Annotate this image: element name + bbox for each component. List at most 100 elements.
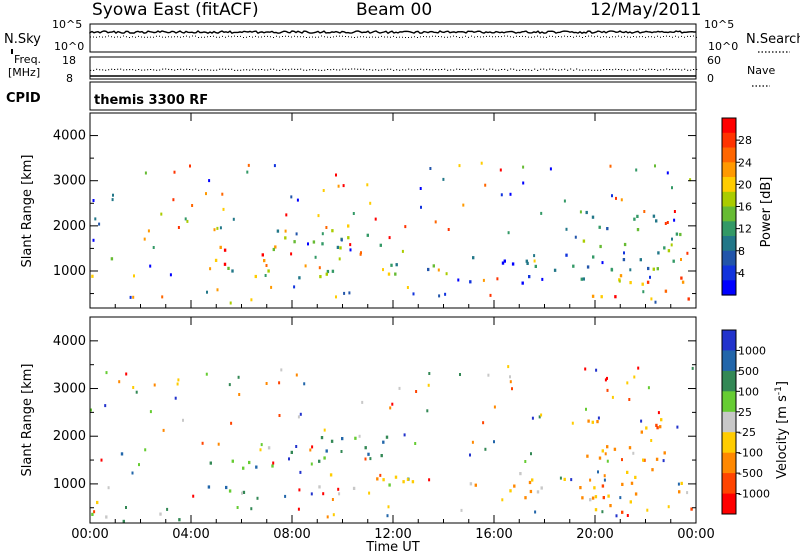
colorbar-tick-label: 20 (738, 178, 752, 191)
echo-cell (318, 459, 321, 463)
echo-cell (629, 500, 632, 504)
echo-cell (284, 494, 287, 498)
echo-cell (296, 198, 299, 202)
echo-cell (387, 505, 390, 509)
colorbar-swatch (722, 280, 736, 296)
echo-cell (651, 468, 654, 472)
echo-cell (630, 481, 634, 485)
echo-cell (272, 247, 275, 252)
velocity-plot-background (90, 317, 696, 523)
echo-cell (347, 224, 350, 228)
echo-cell (284, 236, 287, 240)
echo-cell (231, 459, 234, 463)
echo-cell (531, 416, 534, 420)
echo-cell (338, 257, 341, 261)
echo-cell (652, 267, 655, 271)
echo-cell (499, 168, 502, 172)
y-tick-label: 3000 (53, 174, 86, 189)
echo-cell (312, 240, 316, 244)
echo-cell (585, 407, 587, 411)
echo-cell (428, 478, 431, 482)
echo-cell (619, 274, 623, 278)
colorbar-tick-label: -25 (738, 426, 756, 439)
echo-cell (391, 402, 394, 406)
echo-cell (582, 277, 585, 281)
x-tick-label: 04:00 (172, 527, 209, 542)
echo-cell (321, 242, 324, 246)
echo-cell (207, 485, 211, 489)
echo-cell (379, 243, 382, 247)
echo-cell (129, 295, 132, 299)
echo-cell (509, 489, 512, 493)
echo-cell (412, 292, 415, 296)
echo-cell (580, 277, 583, 281)
echo-cell (678, 490, 681, 494)
echo-cell (650, 297, 653, 301)
echo-cell (689, 178, 692, 182)
echo-cell (340, 238, 343, 242)
echo-cell (225, 485, 228, 490)
echo-cell (273, 164, 276, 168)
echo-cell (636, 214, 639, 218)
colorbar-swatch (722, 350, 736, 372)
echo-cell (629, 268, 632, 272)
echo-cell (403, 433, 406, 437)
colorbar-tick-label: 24 (738, 156, 752, 169)
echo-cell (474, 483, 477, 487)
freq-tick-bottom: 8 (66, 72, 73, 85)
echo-cell (579, 486, 582, 490)
colorbar-swatch (722, 473, 736, 494)
echo-cell (133, 274, 135, 278)
echo-cell (388, 236, 391, 240)
echo-cell (254, 274, 257, 279)
echo-cell (526, 261, 529, 265)
echo-cell (601, 484, 605, 488)
echo-cell (242, 490, 246, 494)
colorbar-swatch (722, 432, 736, 454)
echo-cell (609, 504, 612, 508)
echo-cell (606, 388, 609, 392)
x-tick-label: 12:00 (374, 527, 411, 542)
echo-cell (657, 411, 660, 415)
echo-cell (646, 508, 649, 512)
echo-cell (602, 496, 605, 500)
freq-tick-top: 18 (62, 54, 76, 67)
echo-cell (335, 295, 337, 299)
echo-cell (274, 245, 277, 249)
echo-cell (419, 187, 422, 190)
colorbar-swatch (722, 236, 736, 252)
echo-cell (325, 449, 328, 453)
echo-cell (565, 253, 568, 257)
echo-cell (538, 415, 541, 419)
echo-cell (107, 486, 110, 490)
echo-cell (679, 232, 682, 237)
echo-cell (614, 295, 617, 299)
echo-cell (529, 489, 533, 494)
echo-cell (280, 368, 283, 372)
echo-cell (367, 452, 370, 456)
echo-cell (105, 515, 108, 519)
echo-cell (201, 441, 204, 445)
echo-cell (579, 210, 582, 214)
echo-cell (482, 278, 485, 282)
echo-cell (489, 293, 492, 297)
echo-cell (318, 266, 321, 270)
echo-cell (469, 482, 473, 486)
colorbar-swatch (722, 493, 736, 515)
colorbar-tick-label: -1000 (738, 488, 770, 501)
echo-cell (265, 382, 268, 385)
echo-cell (647, 266, 650, 271)
colorbar-swatch (722, 206, 736, 222)
echo-cell (184, 217, 187, 221)
echo-cell (406, 286, 409, 289)
echo-cell (598, 456, 602, 460)
echo-cell (331, 498, 334, 501)
echo-cell (401, 249, 404, 253)
echo-cell (297, 415, 300, 419)
echo-cell (525, 259, 528, 263)
power-colorbar-label: Power [dB] (759, 177, 774, 248)
echo-cell (596, 420, 599, 424)
echo-cell (192, 494, 195, 498)
echo-cell (380, 454, 383, 458)
cpid-panel (89, 81, 697, 111)
